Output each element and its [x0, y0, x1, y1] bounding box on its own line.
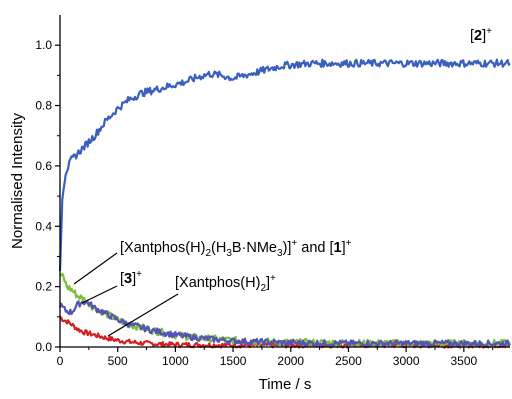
x-tick-label: 500: [108, 354, 128, 368]
y-axis-title: Normalised Intensity: [9, 113, 26, 249]
label-3-plus: [3]+: [120, 269, 142, 287]
y-tick-label: 0.8: [35, 99, 52, 113]
y-tick-label: 1.0: [35, 38, 52, 52]
leader-line-xantphos-h3b: [73, 252, 118, 285]
series-layer: [58, 58, 511, 349]
series-line-0: [58, 58, 511, 272]
annotation-layer: [2]+ [Xantphos(H)2(H3B·NMe3)]+ and [1]+ [3…: [73, 26, 492, 337]
leader-line-3: [81, 285, 118, 304]
x-tick-label: 2500: [335, 354, 362, 368]
y-tick-label: 0.0: [35, 340, 52, 354]
x-tick-label: 0: [57, 354, 64, 368]
axes-layer: 0 500 1000 1500 2000 2500 3000 3500 0.0 0.2 0.4 0.6…: [9, 15, 510, 393]
y-tick-label: 0.4: [35, 219, 52, 233]
x-tick-label: 3000: [393, 354, 420, 368]
series-line-2: [58, 300, 511, 348]
label-xantphos-h3b-and-1: [Xantphos(H)2(H3B·NMe3)]+ and [1]+: [120, 238, 352, 259]
leader-line-xantphos-h2: [107, 293, 179, 337]
label-2-plus: [2]+: [470, 26, 492, 44]
x-tick-label: 2000: [277, 354, 304, 368]
y-tick-label: 0.6: [35, 159, 52, 173]
x-tick-label: 3500: [450, 354, 477, 368]
label-xantphos-h2: [Xantphos(H)2]+: [175, 273, 276, 294]
x-tick-label: 1000: [162, 354, 189, 368]
x-tick-label: 1500: [220, 354, 247, 368]
y-tick-label: 0.2: [35, 280, 52, 294]
x-axis-title: Time / s: [259, 376, 312, 393]
